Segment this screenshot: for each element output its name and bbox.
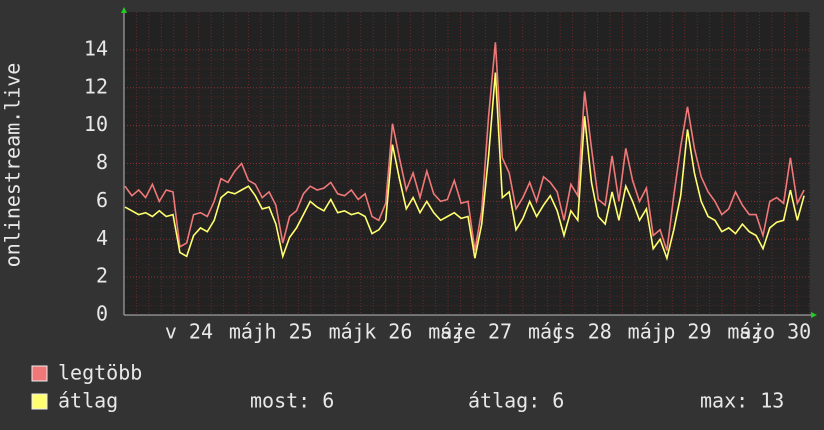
stat-value: 6 [322,389,334,413]
x-month-label: máj [628,320,664,344]
x-tick-label: v 24 [165,320,213,344]
x-tick-label: p 29 [663,320,711,344]
stat-label: most: [250,389,310,413]
x-month-label: máj [329,320,365,344]
y-tick-label: 2 [96,264,108,288]
legend-label: átlag [58,389,118,413]
x-month-label: máj [528,320,564,344]
legend-label: legtöbb [58,361,142,385]
lines [124,42,805,261]
x-tick-label: szo 30 [739,320,811,344]
series-line [124,42,805,251]
y-tick-label: 4 [96,226,108,250]
x-tick-label: cs 28 [552,320,612,344]
y-tick-label: 14 [84,36,108,60]
legend-swatch [31,365,48,382]
x-month-label: máj [229,320,265,344]
stat-label: max: [700,389,748,413]
y-tick-label: 10 [84,112,108,136]
x-tick-label: k 26 [364,320,412,344]
y-axis-label: onlinestream.live [1,63,25,268]
y-tick-label: 6 [96,188,108,212]
legend: legtöbb átlag most: 6 átlag: 6 max: 13 [31,361,784,413]
x-tick-label: h 25 [265,320,313,344]
legend-swatch [31,393,48,410]
stat-label: átlag: [468,389,540,413]
x-month-label: máj [727,320,763,344]
y-tick-label: 0 [96,302,108,326]
labels: 0 2 4 6 8 10 12 14 v 24 h 25 k 26 sze 27 cs 28 p 29 sz… [84,36,811,343]
stat-value: 6 [552,389,564,413]
y-tick-label: 12 [84,74,108,98]
y-tick-label: 8 [96,150,108,174]
series-line [124,72,805,261]
x-month-label: máj [428,320,464,344]
x-arrow [811,312,817,318]
x-tick-label: sze 27 [440,320,512,344]
y-arrow [121,7,127,13]
stat-value: 13 [760,389,784,413]
